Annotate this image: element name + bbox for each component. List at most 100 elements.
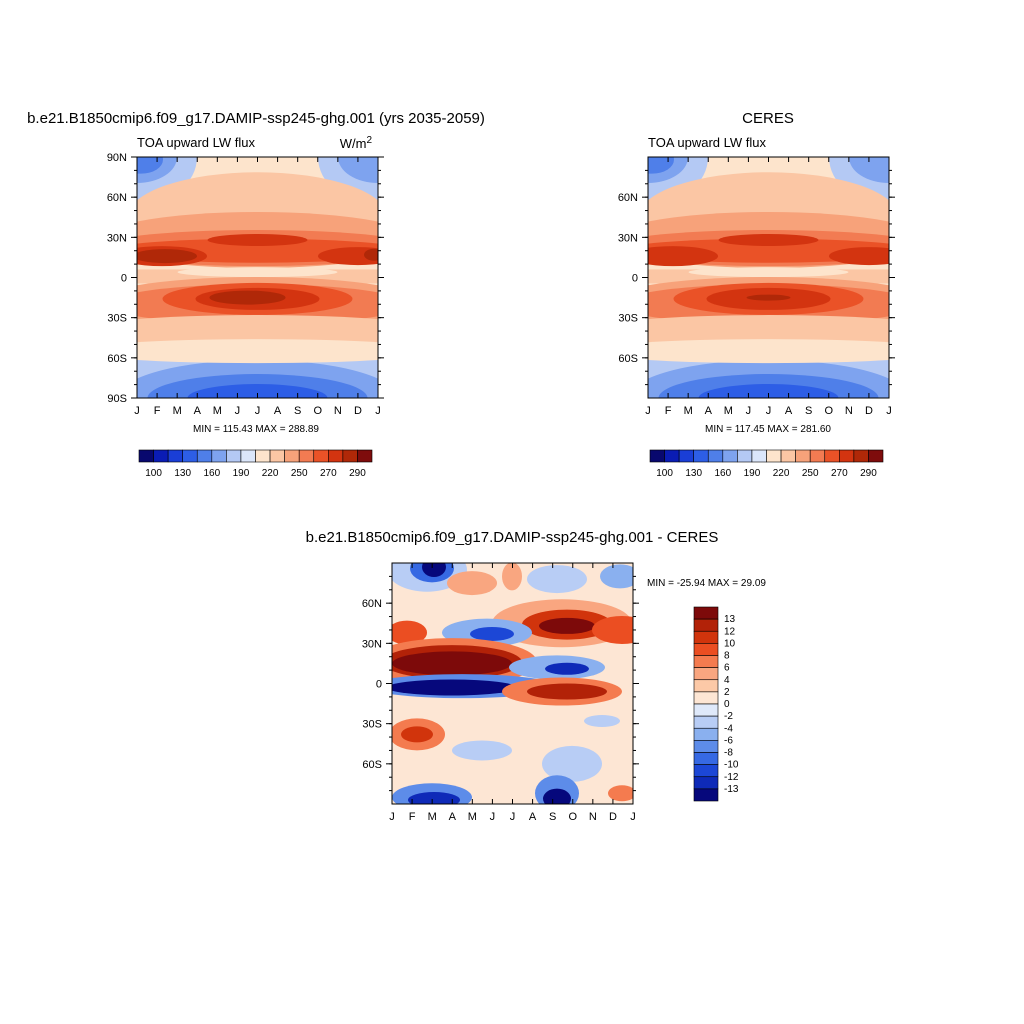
equatorial-minimum bbox=[177, 267, 338, 278]
x-tick-label: J bbox=[134, 405, 140, 417]
x-tick-label: O bbox=[313, 405, 322, 417]
negative-anomaly-core bbox=[543, 788, 571, 804]
x-tick-label: D bbox=[865, 405, 873, 417]
panel2-y-axis: 60N 30N 0 30S 60S bbox=[618, 169, 895, 386]
colorbar-label: 270 bbox=[320, 468, 337, 479]
panel2-min-max: MIN = 117.45 MAX = 281.60 bbox=[705, 424, 831, 435]
colorbar-label: 160 bbox=[203, 468, 220, 479]
panel1-colorbar: 100 130 160 190 220 250 270 290 bbox=[138, 449, 373, 479]
colorbar-label: 13 bbox=[724, 614, 736, 625]
x-tick-label: A bbox=[194, 405, 202, 417]
y-tick-label: 30N bbox=[362, 638, 382, 650]
x-tick-label: D bbox=[609, 811, 617, 823]
positive-anomaly-core bbox=[392, 651, 512, 676]
colorbar-swatch bbox=[153, 449, 169, 463]
colorbar-label: 100 bbox=[145, 468, 162, 479]
colorbar-swatch bbox=[693, 727, 719, 741]
southern-midlatitude-band bbox=[137, 339, 378, 364]
colorbar-label: 190 bbox=[233, 468, 250, 479]
negative-anomaly bbox=[600, 564, 633, 589]
x-tick-label: S bbox=[294, 405, 301, 417]
x-tick-label: A bbox=[785, 405, 793, 417]
positive-anomaly bbox=[502, 563, 522, 591]
southern-midlatitude-band bbox=[137, 315, 378, 348]
southern-midlatitude-band bbox=[648, 339, 889, 364]
colorbar-swatch bbox=[240, 449, 256, 463]
northern-max-core bbox=[137, 249, 197, 264]
colorbar-label: 220 bbox=[773, 468, 790, 479]
positive-anomaly-core bbox=[539, 617, 595, 634]
colorbar-label: -6 bbox=[724, 735, 733, 746]
negative-anomaly-core bbox=[408, 791, 460, 804]
colorbar-label: 130 bbox=[685, 468, 702, 479]
colorbar-swatch bbox=[211, 449, 227, 463]
panel3-title: b.e21.B1850cmip6.f09_g17.DAMIP-ssp245-gh… bbox=[306, 529, 719, 546]
x-tick-label: A bbox=[529, 811, 537, 823]
x-tick-label: J bbox=[746, 405, 752, 417]
colorbar-swatch bbox=[182, 449, 198, 463]
x-tick-label: F bbox=[409, 811, 416, 823]
negative-anomaly-core bbox=[422, 563, 446, 578]
panel1-title: b.e21.B1850cmip6.f09_g17.DAMIP-ssp245-gh… bbox=[27, 110, 485, 127]
x-tick-label: F bbox=[154, 405, 161, 417]
colorbar-swatch bbox=[868, 449, 884, 463]
colorbar-label: -8 bbox=[724, 748, 733, 759]
colorbar-swatch bbox=[255, 449, 271, 463]
colorbar-swatch bbox=[269, 449, 285, 463]
panel3-min-max: MIN = -25.94 MAX = 29.09 bbox=[647, 578, 766, 589]
y-tick-label: 90N bbox=[107, 152, 127, 164]
y-tick-label: 30S bbox=[107, 313, 127, 325]
y-tick-label: 60N bbox=[107, 192, 127, 204]
colorbar-swatch bbox=[298, 449, 315, 463]
x-tick-label: N bbox=[845, 405, 853, 417]
colorbar-swatch bbox=[693, 606, 719, 620]
colorbar-label: 0 bbox=[724, 699, 730, 710]
colorbar-swatch bbox=[693, 776, 719, 790]
colorbar-swatch bbox=[693, 740, 719, 753]
colorbar-swatch bbox=[284, 449, 300, 463]
x-tick-label: J bbox=[255, 405, 261, 417]
northern-warm-core bbox=[648, 246, 718, 267]
positive-anomaly-core bbox=[527, 683, 607, 700]
colorbar-swatch bbox=[357, 449, 373, 463]
x-tick-label: M bbox=[213, 405, 222, 417]
x-tick-label: J bbox=[645, 405, 651, 417]
colorbar-label: 190 bbox=[744, 468, 761, 479]
colorbar-swatch bbox=[167, 449, 183, 463]
negative-anomaly bbox=[527, 565, 587, 594]
x-tick-label: J bbox=[490, 811, 496, 823]
y-tick-label: 60N bbox=[618, 192, 638, 204]
equatorial-minimum bbox=[688, 267, 849, 278]
panel1-contour-field bbox=[137, 157, 378, 398]
x-tick-label: M bbox=[468, 811, 477, 823]
colorbar-label: -13 bbox=[724, 784, 739, 795]
colorbar-swatch bbox=[693, 618, 719, 632]
x-tick-label: A bbox=[274, 405, 282, 417]
positive-anomaly bbox=[392, 620, 427, 645]
colorbar-swatch bbox=[737, 449, 753, 463]
x-tick-label: M bbox=[724, 405, 733, 417]
x-tick-label: S bbox=[549, 811, 556, 823]
x-tick-label: F bbox=[665, 405, 672, 417]
colorbar-label: 250 bbox=[802, 468, 819, 479]
positive-anomaly bbox=[608, 785, 633, 802]
colorbar-swatch bbox=[693, 691, 719, 705]
negative-anomaly bbox=[452, 740, 512, 761]
negative-anomaly bbox=[542, 745, 602, 782]
positive-anomaly bbox=[447, 571, 497, 596]
y-tick-label: 0 bbox=[632, 273, 638, 285]
x-tick-label: J bbox=[389, 811, 395, 823]
colorbar-swatch bbox=[693, 715, 719, 729]
colorbar-label: 290 bbox=[349, 468, 366, 479]
x-tick-label: A bbox=[705, 405, 713, 417]
negative-anomaly bbox=[584, 714, 620, 727]
y-tick-label: 60S bbox=[362, 759, 382, 771]
northern-warm-core bbox=[718, 234, 819, 247]
colorbar-swatch bbox=[693, 764, 719, 778]
colorbar-swatch bbox=[328, 449, 344, 463]
north-polar-cold-core bbox=[849, 157, 889, 183]
panel1-min-max: MIN = 115.43 MAX = 288.89 bbox=[193, 424, 319, 435]
colorbar-swatch bbox=[693, 667, 719, 681]
